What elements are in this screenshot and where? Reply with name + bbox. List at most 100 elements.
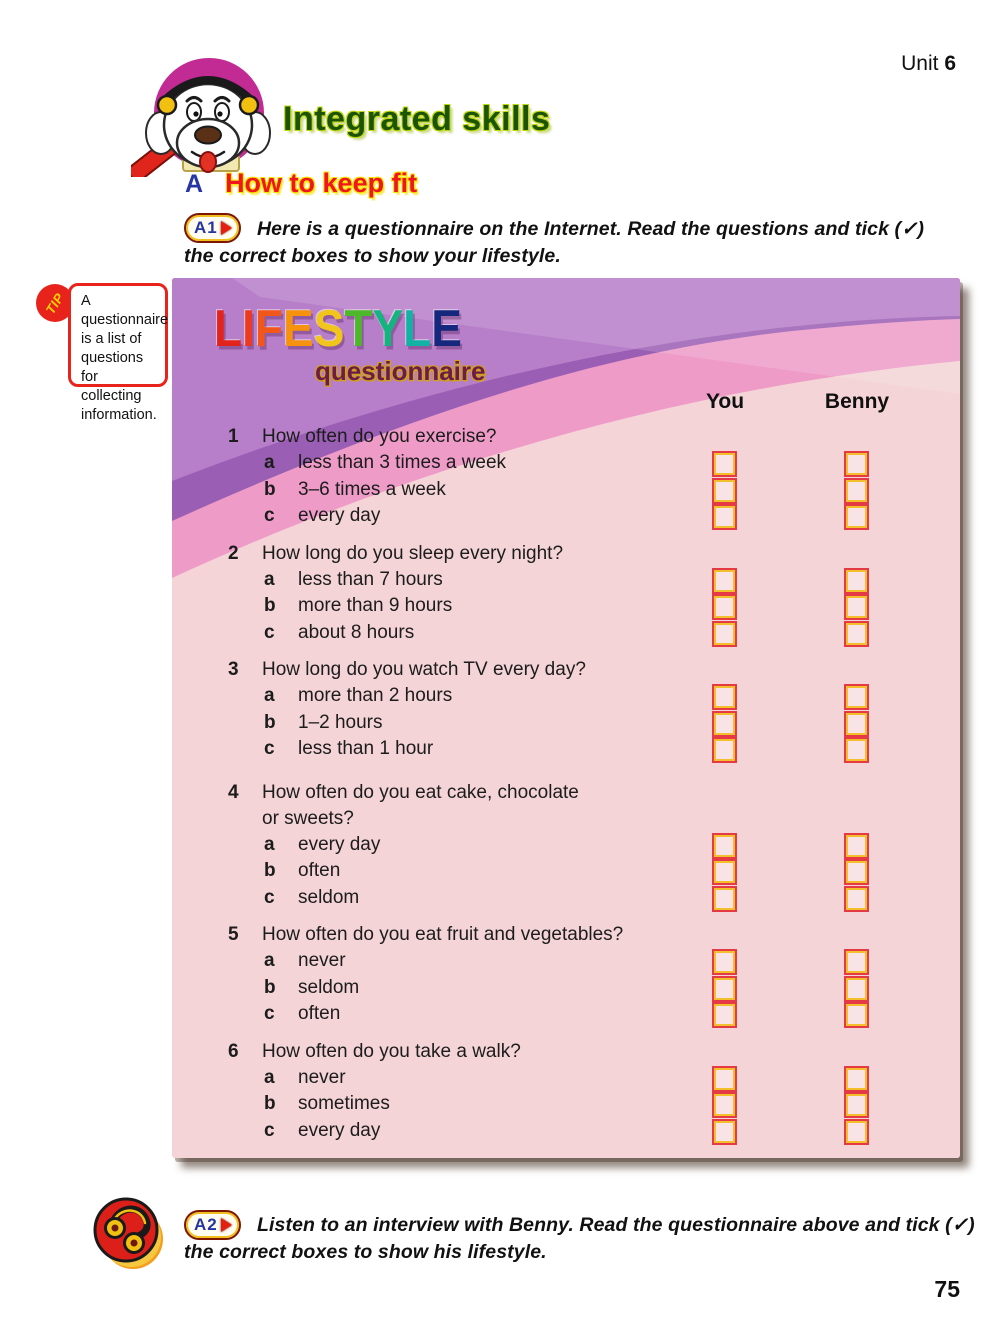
checkbox-you-q5a[interactable] [712,949,737,975]
option-label: never [298,950,346,971]
option-letter: b [264,860,276,881]
option-letter: c [264,621,275,643]
option-row: b 1–2 hours [228,710,960,737]
questionnaire-panel: LIFESTYLE questionnaire You Benny 1 How o… [172,278,960,1158]
option-row: a every day [228,832,960,859]
option-label: sometimes [298,1093,390,1114]
checkbox-you-q4c[interactable] [712,885,737,912]
question-number: 5 [228,924,239,945]
checkbox-benny-q3a[interactable] [844,684,869,710]
lifestyle-title: LIFESTYLE [214,298,462,358]
question-block: 3 How long do you watch TV every day? a mor… [228,657,960,763]
lifestyle-letter: S [313,299,345,358]
checkbox-you-q6c[interactable] [712,1118,737,1145]
option-label: more than 2 hours [298,685,453,706]
checkbox-benny-q4a[interactable] [844,832,869,859]
option-label: less than 1 hour [298,738,434,759]
option-row: a less than 3 times a week [228,450,960,477]
tip-badge: TIP [36,284,74,322]
checkbox-you-q2a[interactable] [712,567,737,594]
question-number: 4 [228,781,239,803]
checkbox-benny-q2a[interactable] [844,567,869,594]
option-label: seldom [298,976,360,998]
section-letter: A [185,170,204,198]
checkbox-you-q4b[interactable] [712,859,737,885]
a1-instruction-line2: the correct boxes to show your lifestyle… [184,245,561,267]
checkbox-benny-q5b[interactable] [844,975,869,1002]
checkbox-you-q4a[interactable] [712,832,737,859]
checkbox-benny-q4c[interactable] [844,885,869,912]
question-text: How long do you sleep every night? [262,542,564,564]
checkbox-you-q6a[interactable] [712,1065,737,1092]
checkbox-you-q5c[interactable] [712,1002,737,1028]
option-row: c every day [228,1118,960,1145]
tip-label: TIP [42,289,68,317]
checkbox-benny-q5c[interactable] [844,1002,869,1028]
option-row: a never [228,948,960,975]
tip-text: A questionnaire is a list of questions f… [81,293,169,423]
a2-instruction-line2: the correct boxes to show his lifestyle. [184,1241,547,1263]
checkbox-benny-q3c[interactable] [844,737,869,763]
option-label: every day [298,505,381,526]
option-letter: a [264,1066,275,1088]
question-block: 5 How often do you eat fruit and vegetabl… [228,922,960,1028]
question-text: How long do you watch TV every day? [262,659,586,680]
tip-box: A questionnaire is a list of questions f… [68,283,168,423]
checkbox-benny-q6a[interactable] [844,1065,869,1092]
option-row: b 3–6 times a week [228,477,960,504]
checkbox-benny-q1c[interactable] [844,504,869,530]
lifestyle-letter: E [283,299,314,358]
option-letter: b [264,976,276,998]
checkbox-you-q3a[interactable] [712,684,737,710]
option-label: less than 7 hours [298,568,443,590]
checkbox-benny-q6c[interactable] [844,1118,869,1145]
checkbox-benny-q2b[interactable] [844,594,869,620]
option-letter: a [264,452,275,473]
question-block: 1 How often do you exercise? a less than 3 … [228,424,960,530]
question-text: How often do you eat cake, chocolate [262,781,579,803]
option-letter: c [264,738,275,759]
option-label: every day [298,833,381,855]
checkbox-benny-q3b[interactable] [844,710,869,737]
option-label: seldom [298,886,360,908]
a2-instruction-line1: Listen to an interview with Benny. Read … [257,1214,975,1236]
unit-label: Unit 6 [901,52,956,75]
badge-label: A1 [194,218,218,237]
option-row: a never [228,1065,960,1092]
option-letter: b [264,595,276,616]
checkbox-you-q3b[interactable] [712,710,737,737]
checkbox-you-q1a[interactable] [712,451,737,477]
checkbox-benny-q5a[interactable] [844,949,869,975]
option-row: c less than 1 hour [228,736,960,763]
lifestyle-letter: F [254,299,283,358]
checkbox-you-q3c[interactable] [712,737,737,763]
question-block: 4 How often do you eat cake, chocolate or … [228,780,960,912]
checkbox-you-q1b[interactable] [712,477,737,504]
checkbox-you-q5b[interactable] [712,975,737,1002]
checkbox-benny-q6b[interactable] [844,1092,869,1118]
option-label: often [298,1003,341,1024]
badge-label: A2 [194,1215,218,1234]
checkbox-benny-q2c[interactable] [844,620,869,647]
a1-instruction-line1: Here is a questionnaire on the Internet.… [257,218,925,240]
option-letter: c [264,505,275,526]
checkbox-you-q2b[interactable] [712,594,737,620]
checkbox-benny-q4b[interactable] [844,859,869,885]
option-label: less than 3 times a week [298,452,507,473]
option-letter: a [264,685,275,706]
option-row: b sometimes [228,1091,960,1118]
checkbox-benny-q1a[interactable] [844,451,869,477]
option-row: b seldom [228,975,960,1002]
activity-badge-a2: A2 [184,1210,241,1240]
lifestyle-subtitle: questionnaire [315,356,486,386]
checkbox-you-q6b[interactable] [712,1092,737,1118]
checkbox-benny-q1b[interactable] [844,477,869,504]
question-text: How often do you exercise? [262,426,497,447]
checkbox-you-q2c[interactable] [712,620,737,647]
activity-badge-a1: A1 [184,213,241,243]
section-title: How to keep fit [225,168,418,198]
option-label: never [298,1066,346,1088]
option-label: often [298,860,341,881]
option-letter: a [264,568,275,590]
checkbox-you-q1c[interactable] [712,504,737,530]
